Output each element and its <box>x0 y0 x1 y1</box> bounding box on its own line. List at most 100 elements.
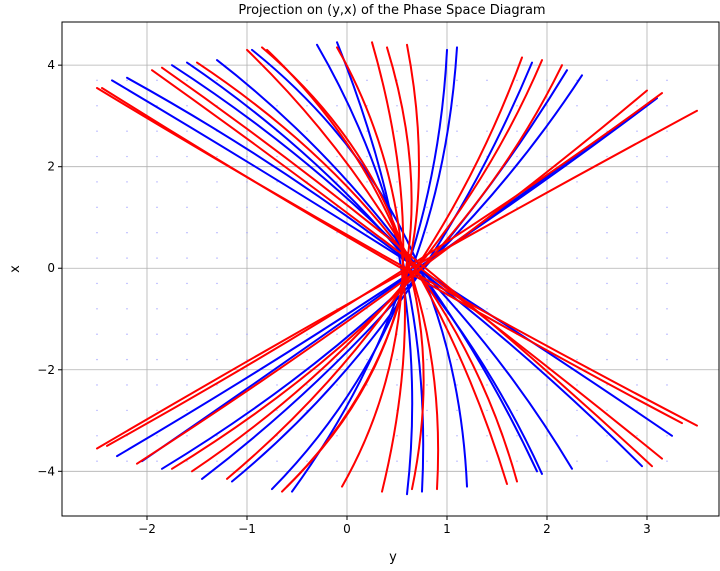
dot-grid-point <box>216 155 218 158</box>
y-axis-label: x <box>8 265 23 273</box>
dot-grid-point <box>486 181 488 183</box>
dot-grid-point <box>546 130 548 132</box>
dot-grid-point <box>516 155 518 158</box>
trajectory-curve-2 <box>96 87 698 427</box>
dot-grid-point <box>276 231 278 234</box>
trajectory-curve-2 <box>136 89 648 465</box>
dot-grid-point <box>276 105 278 107</box>
dot-grid-point <box>126 308 128 310</box>
dot-grid-point <box>606 105 608 107</box>
dot-grid-point <box>666 435 668 437</box>
dot-grid-point <box>156 206 158 209</box>
dot-grid-point <box>306 206 308 209</box>
dot-grid-point <box>456 384 458 386</box>
dot-grid-point <box>666 333 668 335</box>
dot-grid-point <box>486 308 488 310</box>
dot-grid-point <box>456 435 458 437</box>
dot-grid-point <box>576 435 578 437</box>
dot-grid-point <box>516 435 518 437</box>
dot-grid-point <box>666 79 668 82</box>
dot-grid-point <box>186 308 188 310</box>
dot-grid-point <box>636 231 638 234</box>
dot-grid-point <box>126 409 128 412</box>
dot-grid-point <box>426 155 428 158</box>
dot-grid-point <box>306 282 308 285</box>
dot-grid-point <box>516 308 518 310</box>
dot-grid-point <box>396 460 398 462</box>
dot-grid-point <box>606 231 608 234</box>
series-layer <box>96 41 698 496</box>
dot-grid-point <box>426 206 428 209</box>
dot-grid-point <box>456 257 458 259</box>
dot-grid-point <box>276 257 278 259</box>
dot-grid-point <box>306 231 308 234</box>
dot-grid-point <box>306 257 308 259</box>
dot-grid-point <box>306 358 308 361</box>
dot-grid-point <box>666 231 668 234</box>
dot-grid-point <box>126 333 128 335</box>
dot-grid-point <box>336 231 338 234</box>
dot-grid-point <box>216 308 218 310</box>
dot-grid-point <box>666 384 668 386</box>
dot-grid-point <box>606 308 608 310</box>
dot-grid-point <box>516 257 518 259</box>
dot-grid-point <box>456 130 458 132</box>
dot-grid-point <box>516 181 518 183</box>
dot-grid-point <box>276 206 278 209</box>
dot-grid-point <box>636 181 638 183</box>
dot-grid-point <box>576 358 578 361</box>
dot-grid-point <box>276 384 278 386</box>
dot-grid-point <box>666 358 668 361</box>
dot-grid-point <box>576 105 578 107</box>
dot-grid-point <box>606 282 608 285</box>
dot-grid-point <box>306 130 308 132</box>
dot-grid-point <box>636 206 638 209</box>
dot-grid-point <box>666 105 668 107</box>
dot-grid-point <box>636 435 638 437</box>
dot-grid-point <box>546 282 548 285</box>
dot-grid-point <box>126 79 128 82</box>
dot-grid-point <box>186 79 188 82</box>
dot-grid-point <box>306 333 308 335</box>
dot-grid-point <box>156 231 158 234</box>
dot-grid-point <box>276 460 278 462</box>
dot-grid-point <box>276 155 278 158</box>
dot-grid-point <box>246 181 248 183</box>
dot-grid-point <box>576 181 578 183</box>
dot-grid-point <box>606 460 608 462</box>
y-tick-label: 0 <box>47 261 55 275</box>
dot-grid-point <box>396 384 398 386</box>
dot-grid-point <box>126 181 128 183</box>
dot-grid-point <box>456 282 458 285</box>
dot-grid-point <box>156 155 158 158</box>
dot-grid-point <box>156 460 158 462</box>
dot-grid-point <box>606 79 608 82</box>
dot-grid-point <box>246 206 248 209</box>
dot-grid-point <box>486 435 488 437</box>
dot-grid-point <box>186 105 188 107</box>
dot-grid-point <box>126 257 128 259</box>
dot-grid-point <box>396 206 398 209</box>
dot-grid-point <box>666 130 668 132</box>
dot-grid-point <box>366 358 368 361</box>
dot-grid-point <box>636 257 638 259</box>
dot-grid-point <box>96 409 98 412</box>
trajectory-curve-2 <box>171 64 563 470</box>
x-tick-label: −1 <box>238 522 256 536</box>
dot-grid-point <box>546 384 548 386</box>
dot-grid-point <box>486 206 488 209</box>
dot-grid-point <box>546 358 548 361</box>
dot-grid-point <box>396 358 398 361</box>
dot-grid-point <box>606 257 608 259</box>
dot-grid-point <box>546 308 548 310</box>
dot-grid-point <box>306 308 308 310</box>
dot-grid-point <box>666 155 668 158</box>
dot-grid-point <box>306 79 308 82</box>
dot-grid-point <box>336 257 338 259</box>
dot-grid-point <box>156 79 158 82</box>
dot-grid-point <box>186 333 188 335</box>
dot-grid-point <box>546 155 548 158</box>
dot-grid-point <box>246 231 248 234</box>
dot-grid-point <box>306 460 308 462</box>
dot-grid-point <box>126 130 128 132</box>
